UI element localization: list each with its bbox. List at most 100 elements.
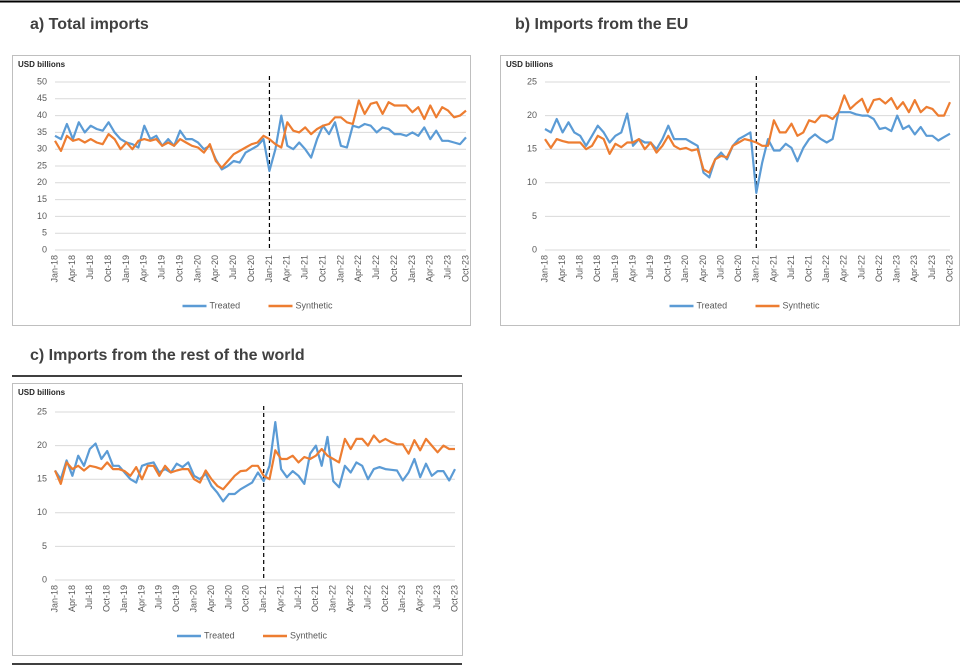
y-tick-label: 10: [527, 177, 537, 187]
x-tick-label: Jan-21: [751, 255, 761, 283]
legend-label: Treated: [204, 630, 235, 640]
y-tick-label: 5: [532, 211, 537, 221]
x-tick-label: Jan-22: [821, 255, 831, 283]
x-tick-label: Jul-23: [443, 255, 453, 280]
y-tick-label: 20: [37, 440, 47, 450]
panel-frame: [12, 383, 463, 656]
x-tick-label: Apr-21: [275, 585, 285, 612]
x-tick-label: Jan-19: [610, 255, 620, 283]
x-tick-label: Apr-21: [768, 255, 778, 282]
x-tick-label: Apr-23: [909, 255, 919, 282]
x-tick-label: Oct-22: [380, 585, 390, 612]
x-tick-label: Apr-23: [415, 585, 425, 612]
x-tick-label: Apr-18: [557, 255, 567, 282]
series-line: [53, 434, 455, 491]
y-tick-label: 0: [42, 244, 47, 254]
y-tick-label: 50: [37, 76, 47, 86]
panel-frame: [500, 55, 960, 326]
x-tick-label: Apr-19: [627, 255, 637, 282]
x-tick-label: Jan-21: [258, 585, 268, 613]
x-tick-label: Jul-18: [85, 255, 95, 280]
x-tick-label: Jul-21: [300, 255, 310, 280]
panel-title: b) Imports from the EU: [515, 16, 688, 33]
x-tick-label: Jul-19: [645, 255, 655, 280]
x-tick-label: Apr-21: [282, 255, 292, 282]
x-tick-label: Oct-22: [874, 255, 884, 282]
x-tick-label: Oct-18: [102, 585, 112, 612]
x-tick-label: Oct-20: [246, 255, 256, 282]
x-tick-label: Jan-20: [192, 255, 202, 283]
x-tick-label: Jul-20: [228, 255, 238, 280]
panel-title: a) Total imports: [30, 16, 149, 33]
x-tick-label: Jul-21: [786, 255, 796, 280]
x-tick-label: Apr-20: [698, 255, 708, 282]
y-axis-label: USD billions: [506, 60, 554, 69]
y-tick-label: 5: [42, 541, 47, 551]
x-tick-label: Jul-21: [293, 585, 303, 610]
x-tick-label: Jan-22: [335, 255, 345, 283]
x-tick-label: Jan-23: [892, 255, 902, 283]
panel-frame: [12, 55, 471, 326]
y-axis-label: USD billions: [18, 388, 66, 397]
x-tick-label: Oct-19: [171, 585, 181, 612]
x-tick-label: Jan-23: [397, 585, 407, 613]
x-tick-label: Jan-18: [49, 255, 59, 283]
legend-label: Treated: [697, 300, 728, 310]
x-tick-label: Oct-18: [592, 255, 602, 282]
series-line: [544, 94, 952, 174]
y-tick-label: 45: [37, 93, 47, 103]
x-tick-label: Apr-22: [353, 255, 363, 282]
x-tick-label: Jan-20: [189, 585, 199, 613]
x-tick-label: Apr-18: [67, 585, 77, 612]
x-tick-label: Jul-23: [432, 585, 442, 610]
x-tick-label: Jan-19: [119, 585, 129, 613]
x-tick-label: Apr-20: [210, 255, 220, 282]
x-tick-label: Jan-18: [539, 255, 549, 283]
x-tick-label: Apr-23: [425, 255, 435, 282]
x-tick-label: Oct-21: [317, 255, 327, 282]
y-tick-label: 10: [37, 507, 47, 517]
x-tick-label: Oct-19: [663, 255, 673, 282]
x-tick-label: Oct-18: [103, 255, 113, 282]
series-line: [54, 99, 467, 169]
x-tick-label: Apr-19: [136, 585, 146, 612]
y-axis-label: USD billions: [18, 60, 66, 69]
y-tick-label: 20: [527, 110, 537, 120]
y-tick-label: 20: [37, 177, 47, 187]
panel-title: c) Imports from the rest of the world: [30, 347, 305, 364]
series-line: [544, 111, 951, 194]
x-tick-label: Jul-22: [362, 585, 372, 610]
x-tick-label: Apr-20: [206, 585, 216, 612]
y-tick-label: 40: [37, 110, 47, 120]
x-tick-label: Oct-21: [804, 255, 814, 282]
x-tick-label: Apr-19: [139, 255, 149, 282]
y-tick-label: 0: [532, 244, 537, 254]
x-tick-label: Apr-18: [67, 255, 77, 282]
x-tick-label: Jan-18: [49, 585, 59, 613]
x-tick-label: Oct-23: [460, 255, 470, 282]
legend-label: Treated: [210, 300, 241, 310]
legend-label: Synthetic: [290, 630, 328, 640]
x-tick-label: Jul-18: [575, 255, 585, 280]
x-tick-label: Jan-23: [407, 255, 417, 283]
x-tick-label: Jan-19: [121, 255, 131, 283]
x-tick-label: Jan-20: [680, 255, 690, 283]
x-tick-label: Jul-18: [84, 585, 94, 610]
x-tick-label: Oct-20: [241, 585, 251, 612]
x-tick-label: Jul-19: [154, 585, 164, 610]
x-tick-label: Jul-22: [371, 255, 381, 280]
x-tick-label: Jul-20: [223, 585, 233, 610]
y-tick-label: 0: [42, 574, 47, 584]
y-tick-label: 25: [37, 160, 47, 170]
x-tick-label: Jan-21: [264, 255, 274, 283]
y-tick-label: 5: [42, 228, 47, 238]
y-tick-label: 25: [527, 76, 537, 86]
series-line: [54, 114, 467, 173]
x-tick-label: Jul-23: [927, 255, 937, 280]
legend-label: Synthetic: [296, 300, 334, 310]
x-tick-label: Oct-23: [944, 255, 954, 282]
legend-label: Synthetic: [783, 300, 821, 310]
y-tick-label: 15: [37, 194, 47, 204]
x-tick-label: Oct-22: [389, 255, 399, 282]
